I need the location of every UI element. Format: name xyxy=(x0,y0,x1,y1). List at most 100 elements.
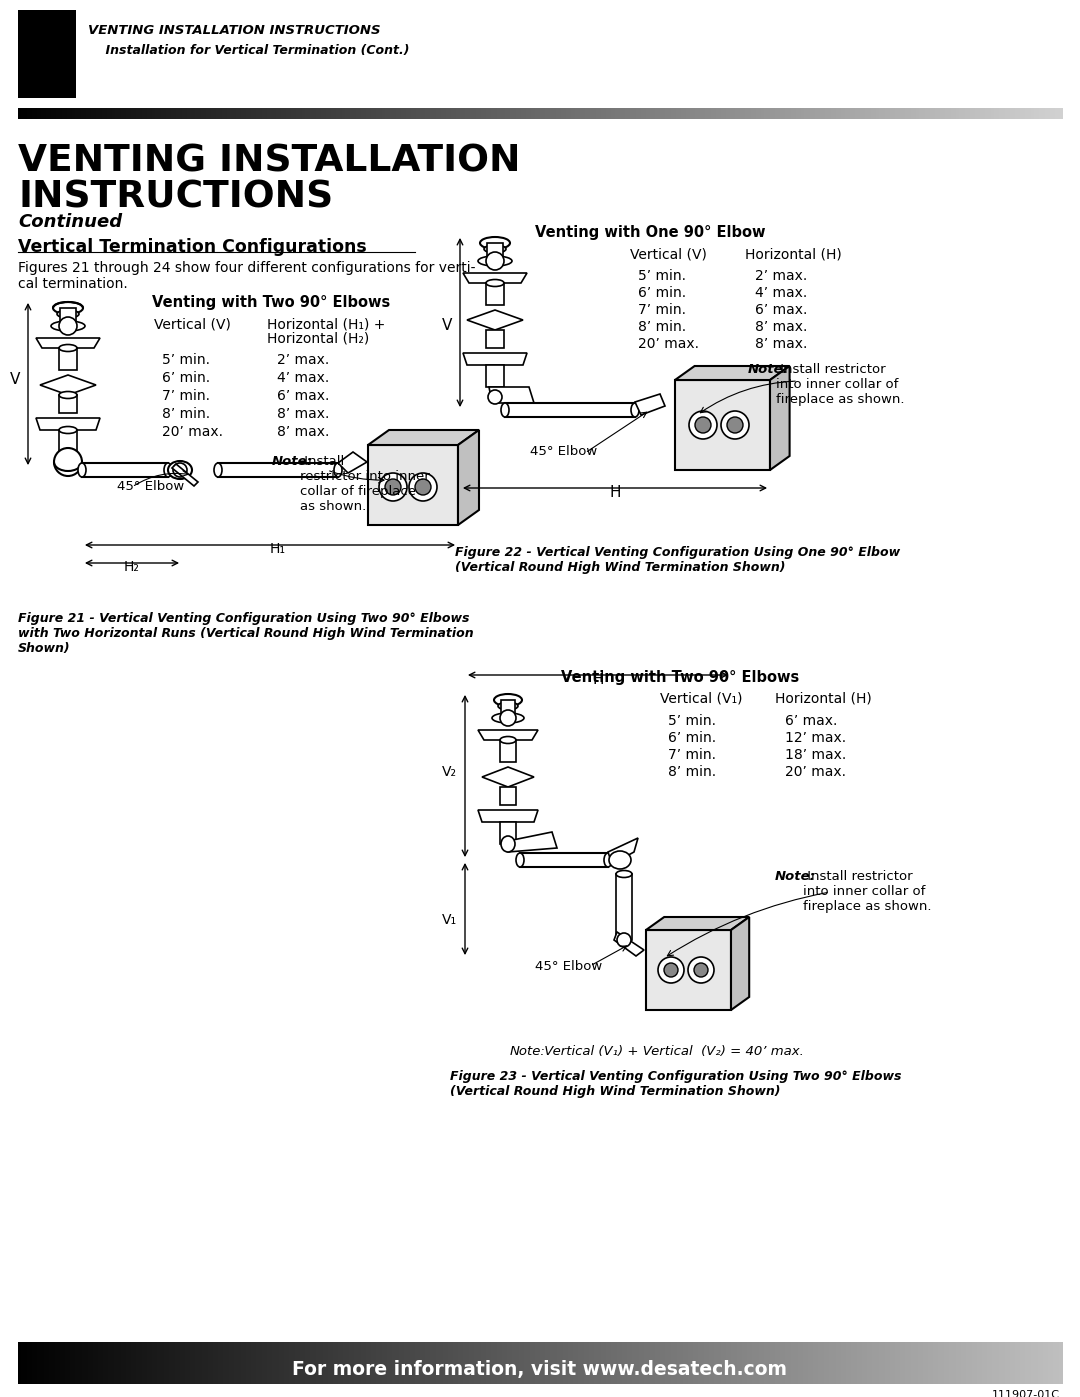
Bar xyxy=(32,108,35,119)
Bar xyxy=(430,108,433,119)
Bar xyxy=(59,395,77,414)
Bar xyxy=(107,1343,109,1384)
Bar xyxy=(559,1343,562,1384)
Bar xyxy=(457,108,459,119)
Bar xyxy=(364,1343,366,1384)
Bar xyxy=(719,1343,721,1384)
Bar xyxy=(853,1343,855,1384)
Bar xyxy=(879,1343,881,1384)
Bar xyxy=(591,108,593,119)
Bar xyxy=(1013,108,1015,119)
Bar xyxy=(959,1343,961,1384)
Bar xyxy=(796,108,798,119)
Bar xyxy=(98,108,100,119)
Bar xyxy=(632,108,634,119)
Bar xyxy=(930,1343,932,1384)
Bar xyxy=(408,1343,410,1384)
Bar xyxy=(469,108,471,119)
Bar xyxy=(477,108,480,119)
Bar xyxy=(323,108,325,119)
Bar xyxy=(486,284,504,305)
Bar xyxy=(756,1343,758,1384)
Bar xyxy=(674,108,676,119)
Ellipse shape xyxy=(168,461,192,479)
Circle shape xyxy=(696,416,711,433)
Bar xyxy=(973,1343,975,1384)
Bar xyxy=(913,108,915,119)
Bar xyxy=(403,1343,405,1384)
Text: 5’ min.: 5’ min. xyxy=(162,353,210,367)
Bar xyxy=(116,108,118,119)
Bar xyxy=(569,108,571,119)
Bar xyxy=(996,1343,998,1384)
Bar xyxy=(528,108,530,119)
Bar xyxy=(981,1343,983,1384)
Bar xyxy=(919,108,921,119)
Text: Horizontal (H): Horizontal (H) xyxy=(745,247,841,261)
Bar xyxy=(799,1343,801,1384)
Bar xyxy=(24,108,26,119)
Bar xyxy=(170,1343,172,1384)
Bar xyxy=(230,108,232,119)
Bar xyxy=(659,1343,661,1384)
Bar xyxy=(108,108,111,119)
Bar xyxy=(779,108,781,119)
Bar xyxy=(349,1343,351,1384)
Bar xyxy=(874,1343,876,1384)
Bar xyxy=(813,108,815,119)
Bar xyxy=(86,108,89,119)
Bar xyxy=(589,1343,591,1384)
Bar xyxy=(242,1343,245,1384)
Bar xyxy=(207,108,210,119)
Bar xyxy=(726,108,728,119)
Bar xyxy=(834,108,836,119)
Ellipse shape xyxy=(609,851,631,869)
Bar xyxy=(874,108,876,119)
Bar xyxy=(1030,108,1032,119)
Bar xyxy=(446,1343,448,1384)
Bar xyxy=(542,108,544,119)
Bar xyxy=(815,108,818,119)
Bar xyxy=(918,1343,920,1384)
Bar xyxy=(107,108,109,119)
Polygon shape xyxy=(646,916,750,930)
Bar xyxy=(961,108,963,119)
Bar xyxy=(907,108,909,119)
Text: 7’ min.: 7’ min. xyxy=(638,303,686,317)
Bar xyxy=(891,108,894,119)
Text: Vertical (V₁): Vertical (V₁) xyxy=(660,692,743,705)
Bar xyxy=(700,1343,702,1384)
Bar xyxy=(703,108,706,119)
Bar xyxy=(249,108,252,119)
Bar xyxy=(435,1343,437,1384)
Bar xyxy=(964,1343,967,1384)
Text: Horizontal (H): Horizontal (H) xyxy=(775,692,872,705)
Circle shape xyxy=(415,479,431,495)
Bar xyxy=(90,108,92,119)
Bar xyxy=(1016,108,1020,119)
Bar xyxy=(501,700,515,714)
Bar xyxy=(1010,108,1012,119)
Bar xyxy=(860,108,863,119)
Text: Install restrictor
into inner collar of
fireplace as shown.: Install restrictor into inner collar of … xyxy=(777,363,905,407)
Bar xyxy=(998,108,1000,119)
Bar xyxy=(896,1343,899,1384)
Bar xyxy=(762,108,765,119)
Bar xyxy=(653,108,656,119)
Bar xyxy=(187,108,189,119)
Bar xyxy=(411,1343,414,1384)
Bar xyxy=(76,1343,78,1384)
Bar xyxy=(561,1343,563,1384)
Bar xyxy=(387,1343,389,1384)
Bar xyxy=(185,108,187,119)
Bar xyxy=(489,108,491,119)
Bar xyxy=(623,108,625,119)
Bar xyxy=(22,108,24,119)
Bar xyxy=(660,1343,662,1384)
Bar xyxy=(204,108,206,119)
Bar xyxy=(824,108,826,119)
Bar xyxy=(215,108,217,119)
Bar xyxy=(856,108,859,119)
Bar xyxy=(28,1343,30,1384)
Bar xyxy=(432,1343,434,1384)
